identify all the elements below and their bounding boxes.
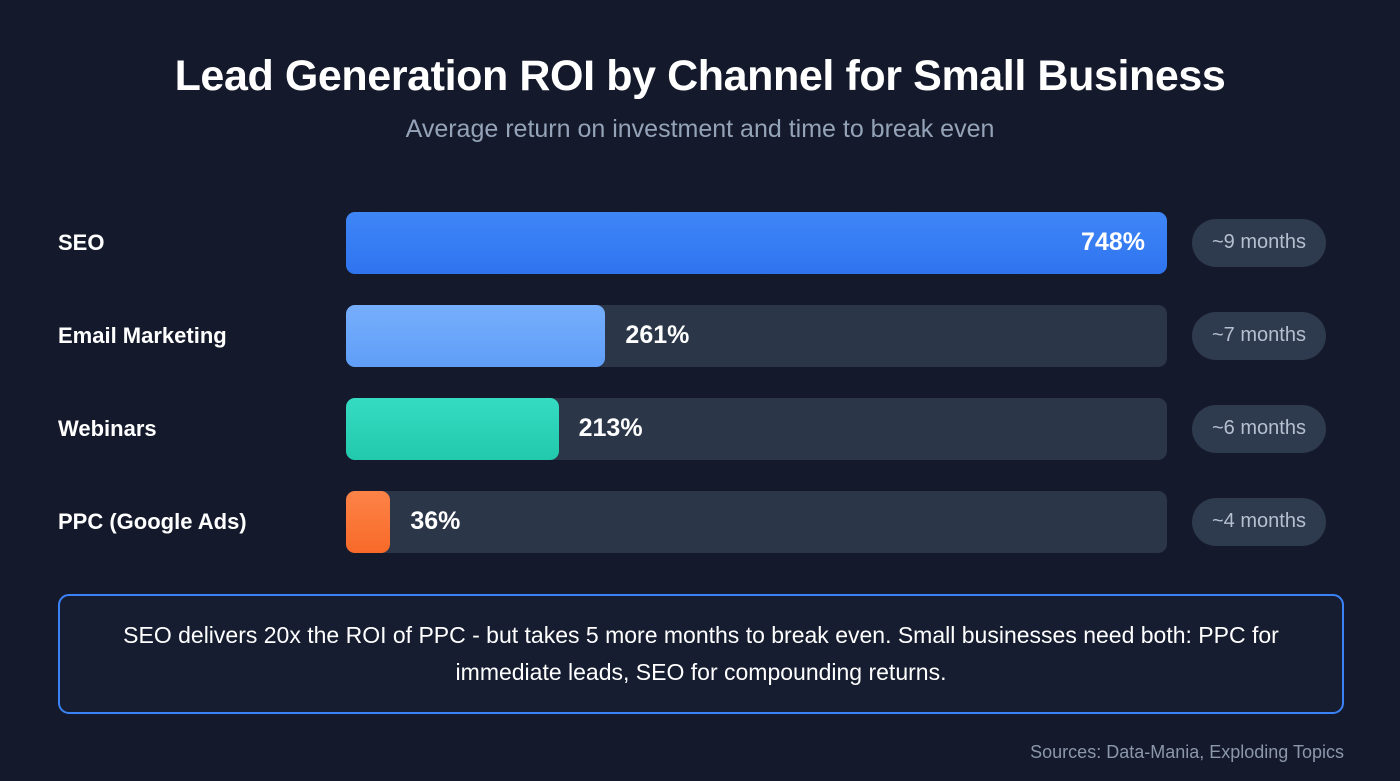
insight-callout-text: SEO delivers 20x the ROI of PPC - but ta… — [123, 621, 1279, 685]
breakeven-badge-email-marketing: ~7 months — [1192, 311, 1326, 360]
bar-chart: SEO 748% ~9 months Email Marketing 261% … — [0, 196, 1400, 568]
table-row: Email Marketing 261% ~7 months — [0, 289, 1400, 382]
bar-value-ppc: 36% — [410, 507, 461, 535]
channel-label-seo: SEO — [58, 229, 105, 255]
bar-value-email-marketing: 261% — [625, 321, 690, 349]
bar-seo: 748% — [346, 211, 1167, 274]
bar-track-email-marketing: 261% — [346, 304, 1167, 367]
bar-value-webinars: 213% — [578, 414, 643, 442]
page-title: Lead Generation ROI by Channel for Small… — [174, 52, 1226, 100]
breakeven-badge-webinars: ~6 months — [1192, 404, 1326, 453]
chart-header: Lead Generation ROI by Channel for Small… — [0, 0, 1400, 144]
table-row: Webinars 213% ~6 months — [0, 382, 1400, 475]
breakeven-badge-seo: ~9 months — [1192, 218, 1326, 267]
bar-track-ppc: 36% — [346, 490, 1167, 553]
bar-track-seo: 748% — [346, 211, 1167, 274]
table-row: PPC (Google Ads) 36% ~4 months — [0, 475, 1400, 568]
bar-track-webinars: 213% — [346, 397, 1167, 460]
chart-subtitle: Average return on investment and time to… — [405, 115, 995, 144]
breakeven-badge-ppc: ~4 months — [1192, 497, 1326, 546]
insight-callout: SEO delivers 20x the ROI of PPC - but ta… — [58, 594, 1344, 714]
sources-note: Sources: Data-Mania, Exploding Topics — [1030, 742, 1344, 762]
bar-value-seo: 748% — [1081, 228, 1145, 256]
bar-email-marketing — [346, 304, 606, 367]
channel-label-ppc: PPC (Google Ads) — [58, 508, 247, 534]
bar-ppc — [346, 490, 391, 553]
channel-label-webinars: Webinars — [58, 415, 157, 441]
table-row: SEO 748% ~9 months — [0, 196, 1400, 289]
channel-label-email-marketing: Email Marketing — [58, 322, 227, 348]
bar-webinars — [346, 397, 559, 460]
